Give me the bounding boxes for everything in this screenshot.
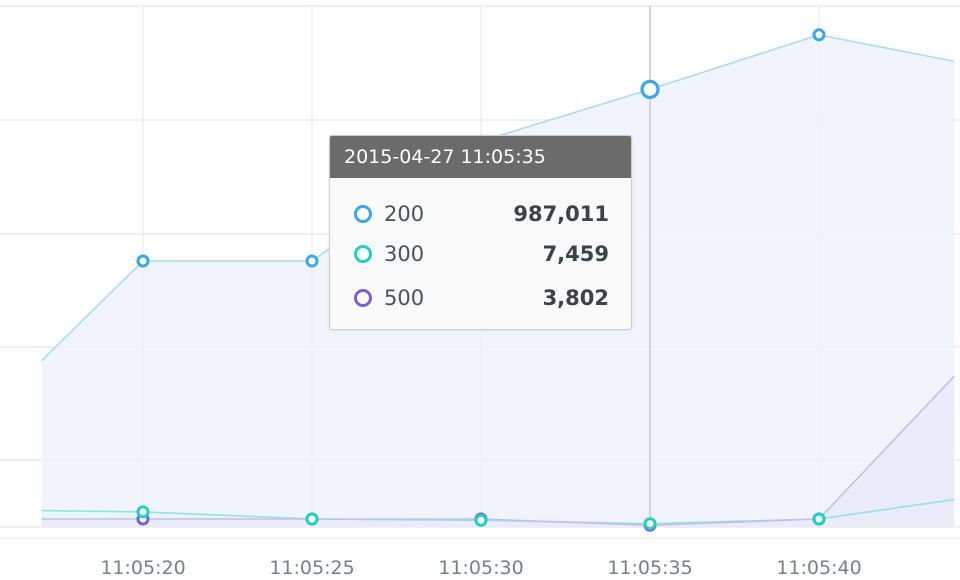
series-200-point[interactable] — [640, 79, 660, 100]
hover-tooltip: 2015-04-27 11:05:35 200 987,011 300 7,45… — [329, 135, 632, 330]
x-tick-label: 11:05:30 — [438, 557, 523, 579]
series-points[interactable] — [136, 28, 826, 532]
series-200-point[interactable] — [812, 28, 826, 42]
x-tick-label: 11:05:40 — [776, 557, 861, 579]
tooltip-series-value: 987,011 — [513, 202, 609, 226]
tooltip-row-200: 200 987,011 — [354, 199, 609, 229]
x-axis-ticks: 11:05:20 11:05:25 11:05:30 11:05:35 11:05:40 — [100, 557, 861, 579]
series-300-point[interactable] — [643, 517, 657, 531]
series-300-point[interactable] — [136, 505, 150, 519]
series-500-marker-icon — [354, 289, 372, 307]
tooltip-series-value: 3,802 — [542, 286, 609, 310]
series-200-point[interactable] — [136, 254, 150, 268]
tooltip-series-name: 300 — [384, 242, 425, 266]
series-300-point[interactable] — [812, 512, 826, 526]
tooltip-series-value: 7,459 — [542, 242, 609, 266]
tooltip-series-name: 200 — [384, 202, 425, 226]
tooltip-title: 2015-04-27 11:05:35 — [330, 136, 631, 178]
tooltip-series-name: 500 — [384, 286, 425, 310]
series-300-point[interactable] — [474, 513, 488, 527]
series-300-point[interactable] — [305, 512, 319, 526]
series-200-marker-icon — [354, 205, 372, 223]
tooltip-row-300: 300 7,459 — [354, 239, 609, 269]
series-200-point[interactable] — [305, 254, 319, 268]
x-tick-label: 11:05:35 — [607, 557, 692, 579]
series-300-marker-icon — [354, 245, 372, 263]
x-tick-label: 11:05:20 — [100, 557, 185, 579]
tooltip-row-500: 500 3,802 — [354, 283, 609, 313]
x-tick-label: 11:05:25 — [269, 557, 354, 579]
